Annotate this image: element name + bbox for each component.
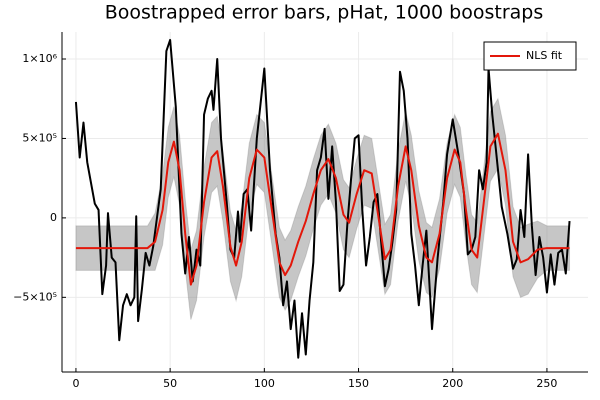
y-tick-label: 5×10⁵ bbox=[22, 131, 57, 144]
x-tick-label: 0 bbox=[72, 377, 79, 390]
data-line bbox=[75, 132, 570, 286]
y-tick-label: −5×10⁵ bbox=[13, 290, 57, 303]
x-tick-label: 50 bbox=[163, 377, 177, 390]
y-tick-label: 1×10⁶ bbox=[22, 52, 57, 65]
x-tick-label: 250 bbox=[536, 377, 557, 390]
legend-label: NLS fit bbox=[526, 49, 563, 62]
bootstrap-band bbox=[75, 97, 571, 320]
x-tick-label: 200 bbox=[442, 377, 463, 390]
data-line bbox=[74, 38, 571, 359]
x-tick-label: 150 bbox=[348, 377, 369, 390]
x-tick-label: 100 bbox=[254, 377, 275, 390]
y-tick-label: 0 bbox=[50, 211, 57, 224]
chart-title: Boostrapped error bars, pHat, 1000 boost… bbox=[105, 2, 544, 24]
